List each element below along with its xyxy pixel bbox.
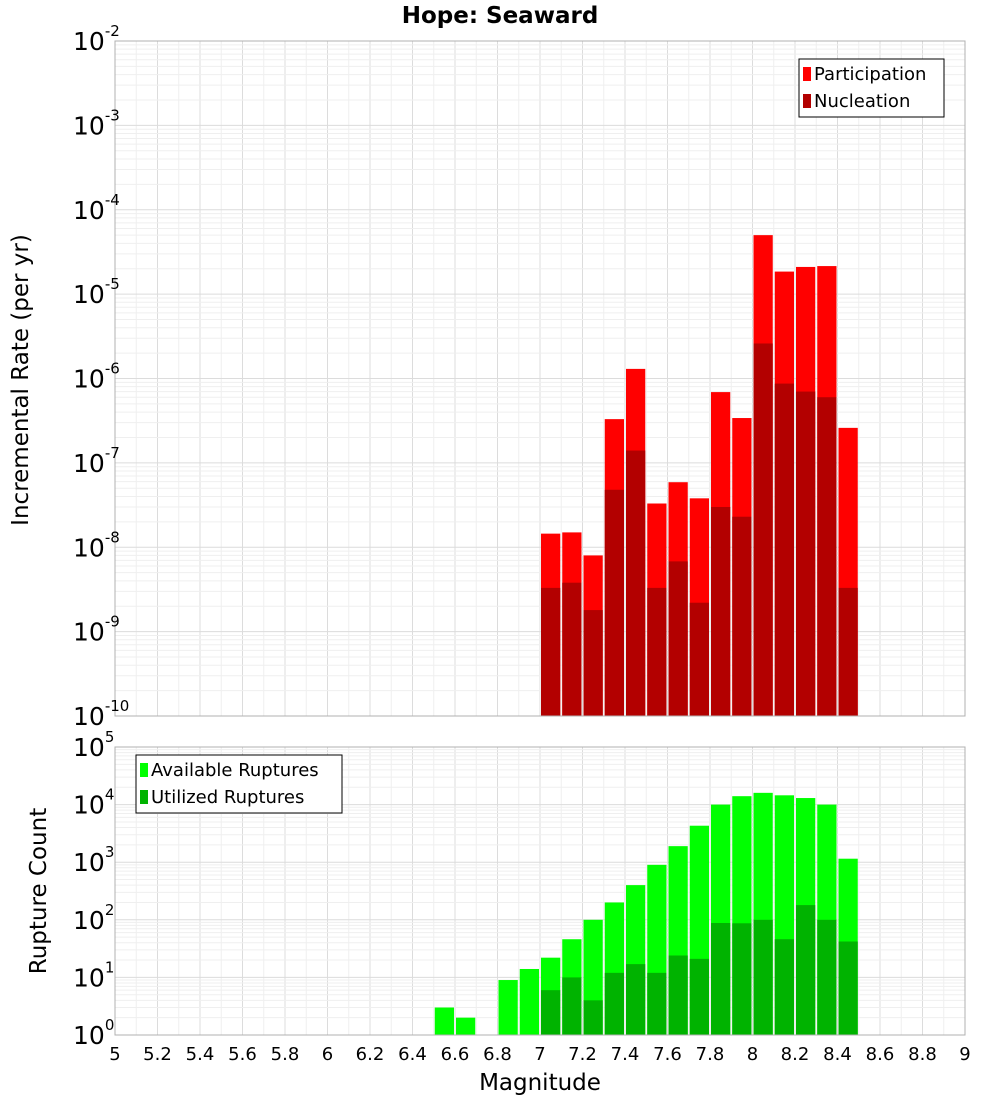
top-y-tick-label: 10-4 xyxy=(73,191,120,225)
x-tick-label: 7.2 xyxy=(568,1044,597,1065)
top-bar-nucleation xyxy=(753,343,773,716)
x-tick-label: 8.8 xyxy=(908,1044,937,1065)
x-tick-label: 5.8 xyxy=(271,1044,300,1065)
x-tick-label: 6.6 xyxy=(441,1044,470,1065)
bottom-bar-utilized-ruptures xyxy=(689,958,709,1035)
x-tick-label: 6.4 xyxy=(398,1044,427,1065)
x-tick-label: 7.6 xyxy=(653,1044,682,1065)
x-tick-label: 5 xyxy=(109,1044,120,1065)
bottom-y-axis-label: Rupture Count xyxy=(26,808,52,974)
bottom-y-tick-label: 105 xyxy=(73,728,114,762)
bottom-bar-available-ruptures xyxy=(498,980,518,1035)
bottom-legend-label: Utilized Ruptures xyxy=(151,787,304,808)
bottom-bar-utilized-ruptures xyxy=(838,941,858,1035)
bottom-legend: Available Ruptures Utilized Ruptures xyxy=(135,754,343,814)
top-legend: Participation Nucleation xyxy=(798,58,945,118)
top-legend-swatch xyxy=(803,67,811,81)
top-bar-nucleation xyxy=(796,391,816,716)
x-tick-label: 7.4 xyxy=(611,1044,640,1065)
top-plot-border xyxy=(114,40,966,717)
bottom-bar-utilized-ruptures xyxy=(583,1000,603,1035)
top-bar-nucleation xyxy=(647,587,667,716)
x-tick-label: 6 xyxy=(322,1044,333,1065)
x-tick-label: 8.2 xyxy=(781,1044,810,1065)
bottom-legend-swatch xyxy=(140,763,148,777)
top-bars xyxy=(541,235,858,716)
x-tick-label: 5.6 xyxy=(228,1044,257,1065)
bottom-bar-available-ruptures xyxy=(434,1007,454,1035)
bottom-y-tick-label: 100 xyxy=(73,1016,114,1050)
x-tick-label: 6.2 xyxy=(356,1044,385,1065)
bottom-legend-swatch xyxy=(140,790,148,804)
x-tick-label: 6.8 xyxy=(483,1044,512,1065)
bottom-bar-available-ruptures xyxy=(456,1017,476,1035)
top-y-tick-label: 10-5 xyxy=(73,275,120,309)
top-bar-nucleation xyxy=(817,397,837,716)
top-y-tick-label: 10-3 xyxy=(73,106,120,140)
bottom-legend-label: Available Ruptures xyxy=(151,760,319,781)
top-y-tick-label: 10-8 xyxy=(73,528,120,562)
top-legend-box xyxy=(798,58,945,118)
top-bar-nucleation xyxy=(541,587,561,716)
bottom-bar-utilized-ruptures xyxy=(711,922,731,1035)
bottom-legend-box xyxy=(135,754,343,814)
x-tick-label: 7.8 xyxy=(696,1044,725,1065)
x-tick-label: 5.4 xyxy=(186,1044,215,1065)
top-panel-rates: 10-10 10-9 10-8 10-7 10-6 10-5 10-4 10-3 10-2 Par… xyxy=(73,22,966,731)
top-y-ticks: 10-10 10-9 10-8 10-7 10-6 10-5 10-4 10-3 10-2 xyxy=(73,22,129,731)
bottom-y-tick-label: 103 xyxy=(73,843,114,877)
top-y-tick-label: 10-7 xyxy=(73,444,120,478)
bottom-y-tick-label: 102 xyxy=(73,901,114,935)
top-bar-nucleation xyxy=(774,383,794,716)
bottom-panel-counts: 100 101 102 103 104 105 Available Ruptures Util… xyxy=(73,728,971,1065)
bottom-plot-border xyxy=(114,746,966,1036)
bottom-bar-utilized-ruptures xyxy=(541,990,561,1035)
top-y-tick-label: 10-2 xyxy=(73,22,120,56)
bottom-y-tick-label: 104 xyxy=(73,786,114,820)
x-tick-label: 5.2 xyxy=(143,1044,172,1065)
bottom-bar-utilized-ruptures xyxy=(817,919,837,1035)
top-bar-nucleation xyxy=(838,587,858,716)
x-tick-label: 9 xyxy=(959,1044,970,1065)
top-bar-nucleation xyxy=(626,450,646,716)
top-bar-nucleation xyxy=(689,602,709,716)
top-y-axis-label: Incremental Rate (per yr) xyxy=(8,234,34,526)
bottom-bar-utilized-ruptures xyxy=(796,905,816,1035)
x-tick-label: 8.4 xyxy=(823,1044,852,1065)
bottom-bar-utilized-ruptures xyxy=(753,919,773,1035)
bottom-bar-utilized-ruptures xyxy=(774,939,794,1035)
top-bar-nucleation xyxy=(583,610,603,716)
top-y-tick-label: 10-6 xyxy=(73,360,120,394)
bottom-bar-available-ruptures xyxy=(519,968,539,1035)
top-grid xyxy=(114,41,966,717)
x-tick-label: 7 xyxy=(534,1044,545,1065)
bottom-bar-utilized-ruptures xyxy=(626,964,646,1035)
top-legend-label: Nucleation xyxy=(814,91,910,112)
x-tick-label: 8 xyxy=(747,1044,758,1065)
x-tick-label: 8.6 xyxy=(866,1044,895,1065)
x-ticks: 5 5.2 5.4 5.6 5.8 6 6.2 6.4 6.6 6.8 7 7.2 7.4 7.6 7.8 8… xyxy=(109,1044,970,1065)
bottom-bar-utilized-ruptures xyxy=(562,977,582,1035)
bottom-y-tick-label: 101 xyxy=(73,958,114,992)
x-axis-label: Magnitude xyxy=(479,1070,601,1096)
top-bar-nucleation xyxy=(604,489,624,716)
top-legend-swatch xyxy=(803,94,811,108)
chart-title: Hope: Seaward xyxy=(402,3,599,29)
bottom-bar-utilized-ruptures xyxy=(732,923,752,1035)
top-y-tick-label: 10-9 xyxy=(73,613,120,647)
top-bar-nucleation xyxy=(668,561,688,716)
bottom-bars xyxy=(434,792,858,1035)
bottom-y-ticks: 100 101 102 103 104 105 xyxy=(73,728,114,1050)
top-bar-nucleation xyxy=(562,582,582,716)
top-y-tick-label: 10-10 xyxy=(73,697,129,731)
top-bar-nucleation xyxy=(711,506,731,716)
bottom-bar-utilized-ruptures xyxy=(668,955,688,1035)
top-legend-label: Participation xyxy=(814,64,926,85)
bottom-bar-utilized-ruptures xyxy=(647,972,667,1035)
top-bar-nucleation xyxy=(732,516,752,716)
bottom-bar-utilized-ruptures xyxy=(604,972,624,1035)
